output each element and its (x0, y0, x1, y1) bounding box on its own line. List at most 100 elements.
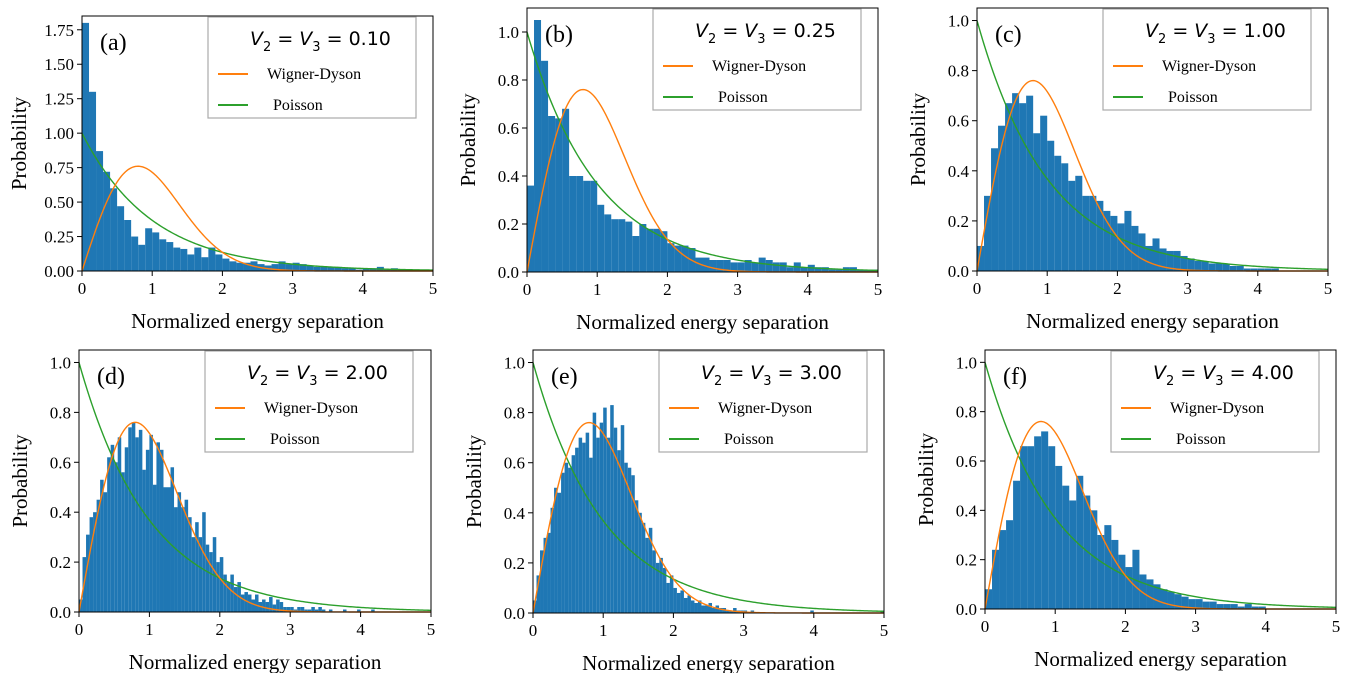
histogram-bar (1096, 200, 1104, 271)
legend-param-value: 4.00 (1252, 362, 1294, 384)
histogram-bar (222, 258, 230, 271)
histogram-bar (1229, 265, 1237, 271)
histogram-bar (195, 522, 199, 612)
axes-frame (81, 15, 434, 272)
legend-poisson-label: Poisson (1168, 89, 1218, 106)
histogram-bar (751, 262, 759, 272)
x-tick-label: 5 (874, 280, 883, 299)
legend-wigner-dyson-label: Wigner-Dyson (1170, 400, 1264, 417)
panel-label: (b) (545, 22, 573, 48)
histogram-bar (1251, 606, 1259, 609)
x-tick-label: 5 (429, 279, 438, 298)
histogram-bar (278, 261, 286, 271)
histogram-bar (107, 457, 111, 612)
x-tick-label: 4 (1262, 617, 1271, 636)
histogram-bar (800, 267, 808, 272)
histogram-bar (82, 22, 90, 271)
histogram-bar (1005, 103, 1013, 272)
panel-label: (f) (1003, 364, 1027, 390)
panel-label: (c) (995, 22, 1022, 48)
y-axis-label: Probability (8, 434, 32, 528)
histogram-bar (547, 532, 551, 613)
legend-wigner-dyson-label: Wigner-Dyson (264, 400, 358, 417)
histogram-bar (1048, 446, 1056, 609)
y-tick-label: 0.6 (498, 119, 519, 138)
histogram-bar (527, 185, 535, 272)
histogram-bar (187, 254, 195, 271)
legend-title: V2 = V3 = 3.00 (701, 362, 842, 389)
histogram-bar (712, 607, 716, 613)
x-tick-label: 0 (75, 620, 84, 639)
histogram-bar (596, 437, 600, 613)
histogram-bar (1145, 245, 1153, 271)
histogram-bar (536, 575, 541, 613)
histogram-bar (271, 264, 279, 271)
x-axis-label: Normalized energy separation (1026, 309, 1279, 333)
histogram-bar (611, 219, 619, 272)
histogram-bar (233, 587, 238, 612)
histogram-bar (1208, 263, 1216, 271)
histogram-bar (709, 260, 717, 272)
legend-poisson-label: Poisson (724, 431, 774, 448)
poisson-curve (78, 362, 432, 612)
histogram-bar (680, 590, 684, 613)
histogram-bar (1034, 436, 1042, 609)
histogram-bar (557, 492, 562, 613)
histogram-bar (648, 527, 653, 613)
y-tick-label: 0.4 (50, 503, 72, 522)
histogram-bar (243, 262, 251, 271)
histogram-bar (265, 602, 270, 612)
histogram-bar (1244, 604, 1252, 609)
poisson-curve (81, 132, 434, 271)
histogram-bar (216, 562, 220, 612)
histogram-bar (229, 261, 237, 271)
histogram-bar (810, 610, 814, 613)
histogram-bar (1159, 248, 1167, 271)
legend-box (1110, 350, 1320, 453)
legend-param-value: 3.00 (800, 362, 842, 384)
histogram-bar (564, 462, 569, 613)
histogram-bar (1230, 604, 1238, 609)
histogram-bar (1019, 103, 1027, 272)
poisson-curve (984, 362, 1337, 609)
histogram-bar (681, 245, 689, 272)
histogram-bar (1222, 263, 1230, 271)
y-tick-label: 0.2 (498, 215, 519, 234)
histogram-bar (181, 507, 185, 612)
histogram-bar (1055, 465, 1063, 609)
legend: V2 = V3 = 4.00 Wigner-Dyson Poisson (1110, 350, 1320, 453)
histogram-bar (1146, 579, 1154, 609)
histogram-bar (285, 264, 293, 271)
histogram-bar (1062, 485, 1070, 609)
histogram-bar (554, 487, 558, 613)
histogram-bar (341, 268, 349, 271)
legend-poisson-label: Poisson (1176, 431, 1226, 448)
legend-poisson-label: Poisson (270, 431, 320, 448)
y-tick-label: 0.6 (948, 112, 969, 131)
histogram-bar (163, 487, 167, 612)
histogram-bar (634, 500, 639, 613)
y-tick-label: 1.75 (44, 21, 74, 40)
y-tick-label: 0.6 (956, 452, 977, 471)
histogram-bar (625, 221, 633, 272)
histogram-bar (571, 455, 576, 613)
x-tick-label: 3 (739, 621, 748, 640)
histogram-bar (174, 507, 178, 612)
histogram-bar (1068, 180, 1076, 271)
histogram-bar (152, 232, 160, 271)
panel-e: 0 1 2 3 4 5 0.0 0.2 0.4 0.6 0.8 1.0 Normalized energ… (462, 349, 888, 673)
histogram-bar (1110, 215, 1118, 271)
x-tick-label: 2 (1113, 279, 1122, 298)
y-tick-label: 0.4 (498, 167, 520, 186)
legend: V2 = V3 = 2.00 Wigner-Dyson Poisson (204, 350, 414, 453)
axes-frame (532, 349, 885, 614)
histogram-bar (201, 257, 209, 271)
legend: V2 = V3 = 1.00 Wigner-Dyson Poisson (1102, 8, 1312, 111)
x-tick-label: 3 (1191, 617, 1200, 636)
y-tick-label: 1.0 (498, 23, 519, 42)
histogram-bar (117, 206, 125, 271)
histogram-bar (1258, 606, 1266, 609)
histogram-bar (240, 594, 245, 612)
y-tick-label: 1.0 (50, 353, 71, 372)
histogram-bar (856, 269, 864, 272)
